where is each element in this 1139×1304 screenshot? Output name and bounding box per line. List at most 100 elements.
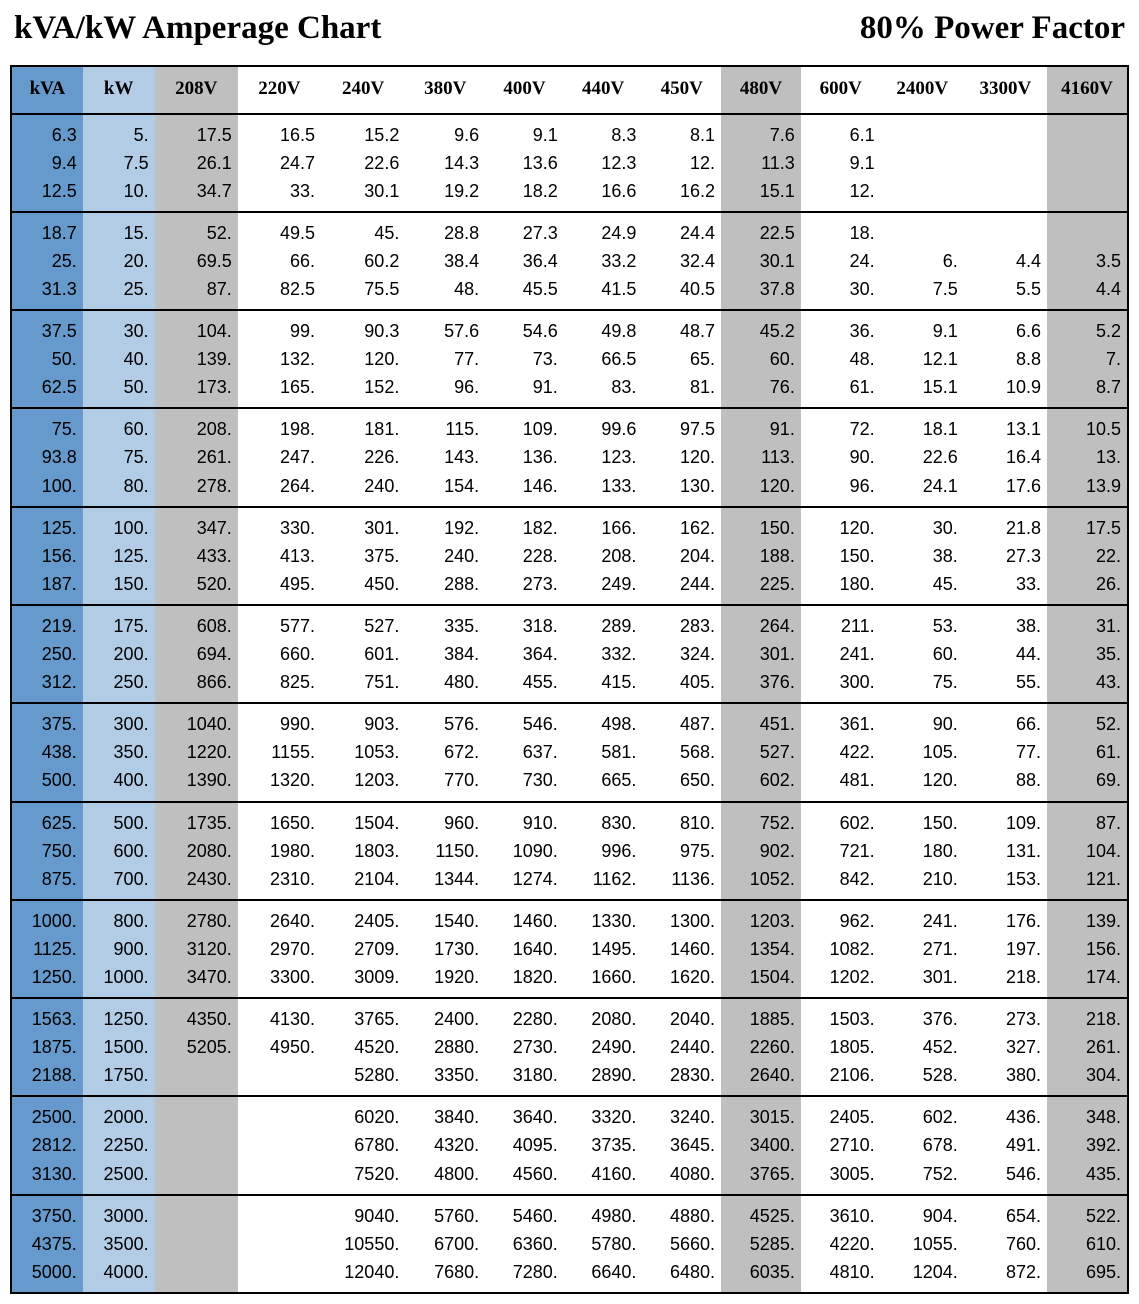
table-cell: 601. (321, 640, 405, 668)
table-cell: 30. (801, 275, 881, 303)
table-cell: 139. (1047, 907, 1128, 935)
table-cell: 15.1 (721, 177, 801, 205)
table-cell: 2812. (11, 1131, 83, 1159)
table-cell: 271. (881, 935, 964, 963)
table-cell (155, 1202, 238, 1230)
table-cell: 650. (642, 766, 721, 794)
table-cell: 2405. (321, 907, 405, 935)
table-cell: 32.4 (642, 247, 721, 275)
table-cell: 2500. (83, 1160, 155, 1188)
table-cell: 153. (964, 865, 1047, 893)
table-cell: 348. (1047, 1103, 1128, 1131)
table-cell: 4520. (321, 1033, 405, 1061)
table-cell: 7.6 (721, 121, 801, 149)
table-cell (238, 1160, 321, 1188)
table-cell: 500. (83, 809, 155, 837)
table-cell: 6.6 (964, 317, 1047, 345)
table-cell: 1202. (801, 963, 881, 991)
table-cell: 264. (721, 612, 801, 640)
table-cell: 150. (721, 514, 801, 542)
table-cell: 3120. (155, 935, 238, 963)
table-cell: 1330. (564, 907, 643, 935)
table-cell (881, 219, 964, 247)
table-cell: 1136. (642, 865, 721, 893)
table-cell: 610. (1047, 1230, 1128, 1258)
table-cell: 30.1 (721, 247, 801, 275)
table-cell: 133. (564, 472, 643, 500)
table-cell: 16.4 (964, 443, 1047, 471)
table-cell: 24.4 (642, 219, 721, 247)
table-cell: 1920. (405, 963, 485, 991)
table-cell: 5780. (564, 1230, 643, 1258)
table-cell (964, 177, 1047, 205)
table-cell: 2104. (321, 865, 405, 893)
table-cell: 522. (1047, 1202, 1128, 1230)
table-cell: 2250. (83, 1131, 155, 1159)
table-cell: 18.1 (881, 415, 964, 443)
col-header: 3300V (964, 66, 1047, 114)
table-cell: 1354. (721, 935, 801, 963)
table-cell: 288. (405, 570, 485, 598)
table-cell: 146. (485, 472, 564, 500)
table-cell: 13. (1047, 443, 1128, 471)
table-cell: 27.3 (964, 542, 1047, 570)
table-cell: 2188. (11, 1061, 83, 1089)
table-cell: 576. (405, 710, 485, 738)
table-cell: 150. (801, 542, 881, 570)
table-cell: 208. (564, 542, 643, 570)
table-row: 2812.2250.6780.4320.4095.3735.3645.3400.… (11, 1131, 1128, 1159)
table-cell: 30. (83, 317, 155, 345)
table-cell: 1274. (485, 865, 564, 893)
table-cell: 324. (642, 640, 721, 668)
table-cell: 24.1 (881, 472, 964, 500)
table-cell: 546. (964, 1160, 1047, 1188)
table-cell: 1660. (564, 963, 643, 991)
table-row: 1250.1000.3470.3300.3009.1920.1820.1660.… (11, 963, 1128, 991)
table-row: 9.47.526.124.722.614.313.612.312.11.39.1 (11, 149, 1128, 177)
table-cell: 26.1 (155, 149, 238, 177)
table-cell: 825. (238, 668, 321, 696)
table-cell: 5280. (321, 1061, 405, 1089)
table-cell: 3640. (485, 1103, 564, 1131)
table-cell: 4000. (83, 1258, 155, 1286)
table-cell: 188. (721, 542, 801, 570)
table-cell: 2970. (238, 935, 321, 963)
table-cell: 198. (238, 415, 321, 443)
table-cell: 3180. (485, 1061, 564, 1089)
table-cell: 1220. (155, 738, 238, 766)
table-cell: 261. (155, 443, 238, 471)
table-cell: 2440. (642, 1033, 721, 1061)
table-cell: 875. (11, 865, 83, 893)
table-cell: 5. (83, 121, 155, 149)
table-cell: 109. (964, 809, 1047, 837)
table-cell: 990. (238, 710, 321, 738)
table-cell: 6640. (564, 1258, 643, 1286)
table-cell: 2106. (801, 1061, 881, 1089)
table-cell: 10.5 (1047, 415, 1128, 443)
table-cell: 1495. (564, 935, 643, 963)
table-cell: 143. (405, 443, 485, 471)
table-cell: 770. (405, 766, 485, 794)
table-cell: 1640. (485, 935, 564, 963)
table-cell: 546. (485, 710, 564, 738)
table-cell: 2080. (155, 837, 238, 865)
table-cell: 61. (801, 373, 881, 401)
table-cell: 301. (721, 640, 801, 668)
table-cell: 335. (405, 612, 485, 640)
table-cell (964, 121, 1047, 149)
table-cell: 1052. (721, 865, 801, 893)
table-cell (1047, 177, 1128, 205)
table-cell (238, 1230, 321, 1258)
table-cell: 17.6 (964, 472, 1047, 500)
table-cell: 283. (642, 612, 721, 640)
table-cell: 19.2 (405, 177, 485, 205)
table-cell: 7680. (405, 1258, 485, 1286)
table-cell: 180. (881, 837, 964, 865)
table-cell: 904. (881, 1202, 964, 1230)
table-cell: 17.5 (1047, 514, 1128, 542)
table-cell: 455. (485, 668, 564, 696)
table-cell: 495. (238, 570, 321, 598)
table-cell: 26. (1047, 570, 1128, 598)
table-cell: 2080. (564, 1005, 643, 1033)
table-row: 187.150.520.495.450.288.273.249.244.225.… (11, 570, 1128, 598)
